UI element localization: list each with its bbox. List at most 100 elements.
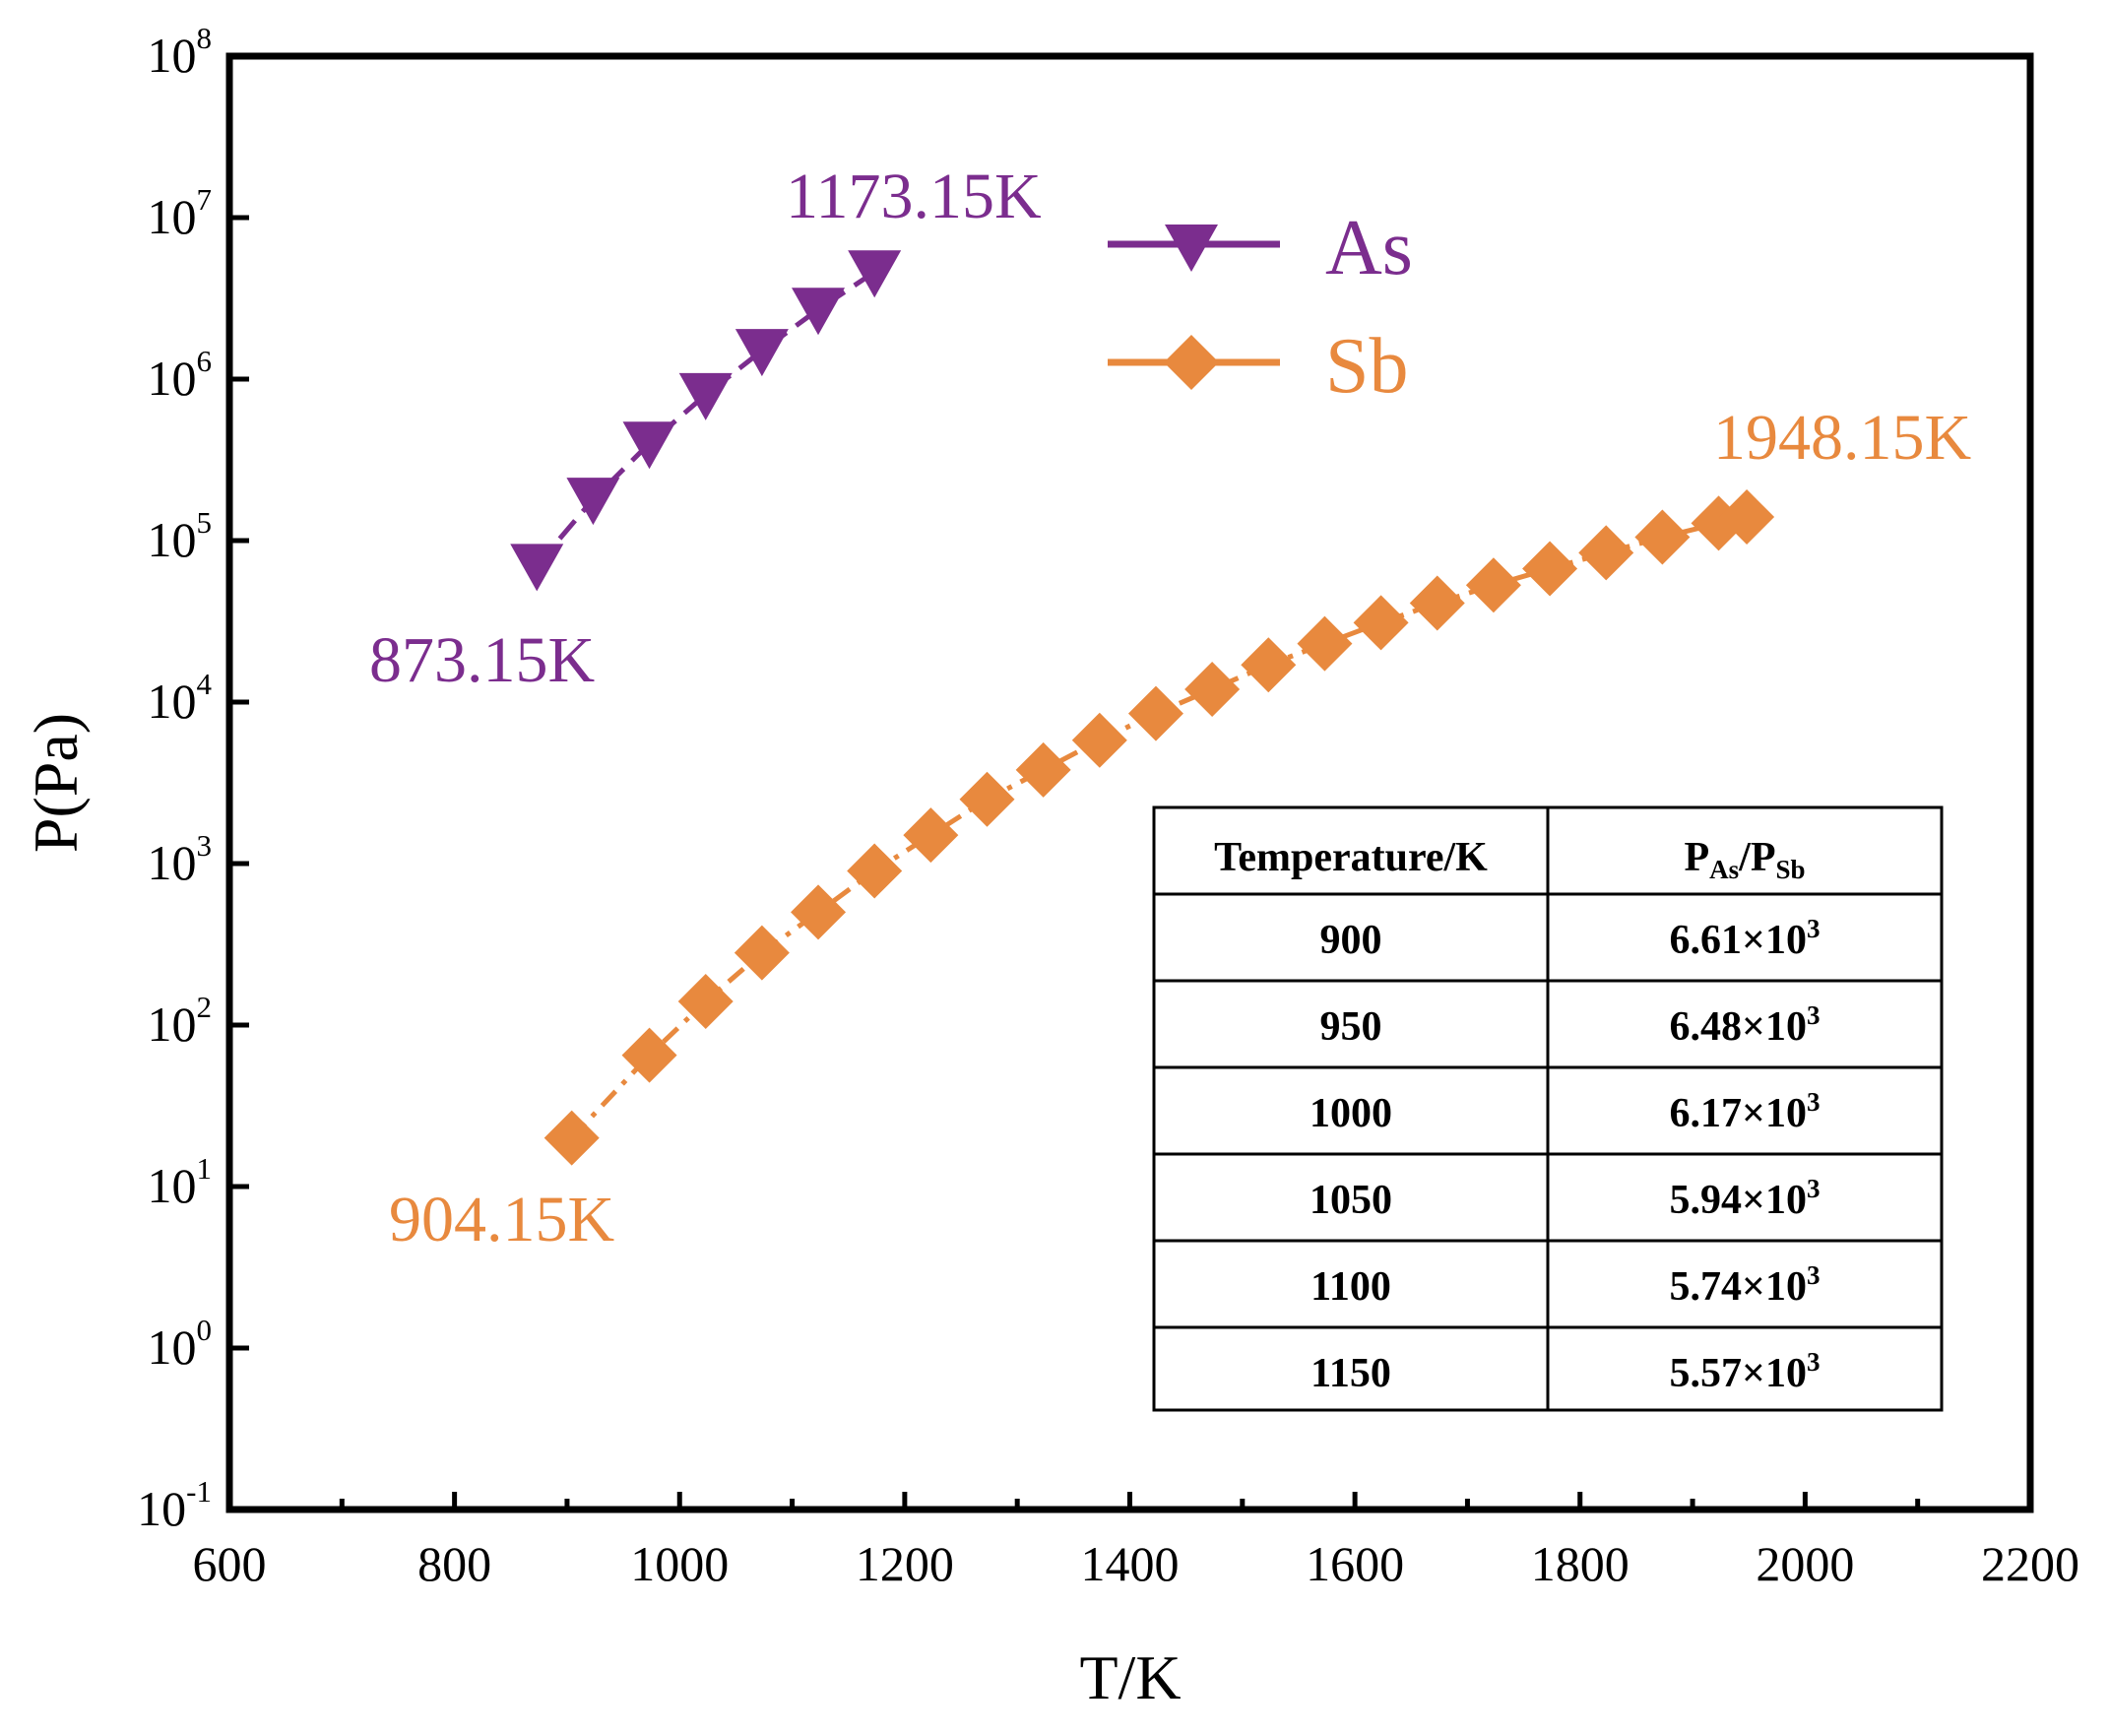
series-sb-point [1691,495,1747,551]
x-tick-label: 1600 [1306,1536,1404,1591]
y-tick-label: 100 [148,1313,213,1375]
table-cell-ratio: 5.57×103 [1670,1347,1821,1396]
x-tick-label: 1800 [1531,1536,1630,1591]
legend-sb-marker [1164,335,1219,390]
series-sb-point [1719,489,1775,546]
y-tick-base: 10 [148,674,197,729]
table-row: 950 6.48×103 [1320,1000,1821,1050]
y-tick-label: 102 [148,990,213,1052]
series-layer [510,250,1775,1166]
series-sb-point [1522,541,1578,597]
series-as-point [622,421,676,470]
y-tick-base: 10 [148,997,197,1052]
series-sb-point [1578,525,1634,581]
ratio-mantissa: 6.48×10 [1670,1004,1807,1050]
ratio-p2: P [1751,835,1776,880]
y-tick-exponent: 2 [197,990,213,1024]
x-tick-label: 800 [417,1536,491,1591]
y-tick-exponent: 8 [197,21,213,55]
series-sb-line [569,514,1748,1140]
x-tick-label: 1400 [1081,1536,1180,1591]
series-sb-point [1409,575,1465,631]
series-sb-point [1465,557,1521,613]
table-row: 900 6.61×103 [1320,914,1821,963]
legend-item-as: As [1108,205,1413,291]
series-sb-point [1634,509,1691,565]
table-cell-temperature: 900 [1320,918,1382,963]
series-sb-point [847,843,903,899]
y-tick-exponent: 3 [197,828,213,863]
ratio-slash: / [1738,835,1752,880]
table-cell-temperature: 1000 [1310,1091,1392,1136]
table-cell-ratio: 6.61×103 [1670,914,1821,963]
ratio-mantissa: 5.74×10 [1670,1264,1807,1310]
x-axis: 600 800 1000 1200 1400 1600 1800 2000 2200 [193,1492,2079,1591]
y-tick-base: 10 [148,351,197,406]
ratio-mantissa: 6.17×10 [1670,1091,1807,1136]
series-as-point [735,329,789,377]
x-tick-label: 1000 [630,1536,729,1591]
x-tick-label: 1200 [856,1536,954,1591]
ratio-sub-as: As [1709,855,1739,884]
y-tick-base: 10 [148,1158,197,1213]
series-sb-point [959,771,1015,827]
table-cell-temperature: 1050 [1310,1178,1392,1223]
ratio-exponent: 3 [1807,1260,1821,1290]
series-sb-point [621,1027,677,1083]
series-sb-point [677,974,734,1030]
table-row: 1100 5.74×103 [1310,1260,1820,1310]
y-tick-exponent: 7 [197,182,213,217]
annotation-sb-start: 904.15K [389,1184,614,1255]
y-tick-label: 101 [148,1151,213,1213]
ratio-mantissa: 6.61×10 [1670,918,1807,963]
table-cell-ratio: 5.74×103 [1670,1260,1821,1310]
table-row: 1050 5.94×103 [1310,1174,1820,1223]
ratio-mantissa: 5.94×10 [1670,1178,1807,1223]
ratio-sub-sb: Sb [1775,855,1805,884]
legend-as-label: As [1325,205,1413,291]
legend-item-sb: Sb [1108,323,1409,410]
y-tick-exponent: 1 [197,1151,213,1186]
y-tick-exponent: 4 [197,667,213,701]
table-cell-temperature: 1150 [1310,1351,1391,1396]
legend-as-marker [1165,225,1218,272]
y-tick-label: 10-1 [137,1474,212,1536]
legend: As Sb [1108,205,1413,410]
series-sb-point [1127,685,1183,741]
table-cell-temperature: 950 [1320,1004,1382,1050]
series-sb-point [543,1110,600,1166]
table-header-temperature: Temperature/K [1214,835,1488,880]
x-tick-label: 600 [193,1536,267,1591]
series-sb-point [903,807,959,864]
y-tick-base: 10 [137,1481,186,1536]
annotation-as-end: 1173.15K [786,161,1042,232]
y-tick-label: 104 [148,667,213,729]
series-sb-point [1184,662,1241,718]
y-axis-title: P(Pa) [21,713,91,853]
x-axis-title: T/K [1079,1642,1181,1712]
table-row: 1000 6.17×103 [1310,1087,1820,1136]
ratio-table: Temperature/K PAs/PSb 900 6.61×103 950 6… [1152,805,1944,1412]
y-tick-label: 108 [148,21,213,83]
series-as-point [678,372,733,420]
series-sb-point [1015,741,1071,798]
y-tick-label: 107 [148,182,213,244]
series-sb-point [1353,595,1409,651]
ratio-mantissa: 5.57×10 [1670,1351,1807,1396]
y-tick-base: 10 [148,28,197,83]
x-tick-label: 2000 [1756,1536,1854,1591]
y-tick-exponent: 6 [197,344,213,378]
series-as-point [566,478,620,526]
table-cell-ratio: 5.94×103 [1670,1174,1821,1223]
table-cell-ratio: 6.17×103 [1670,1087,1821,1136]
ratio-p1: P [1684,835,1709,880]
y-tick-exponent: 0 [197,1313,213,1347]
ratio-exponent: 3 [1807,1000,1821,1030]
table-cell-ratio: 6.48×103 [1670,1000,1821,1050]
y-tick-label: 105 [148,505,213,567]
series-sb-point [1297,615,1353,672]
annotation-sb-end: 1948.15K [1713,402,1971,474]
table-cell-temperature: 1100 [1310,1264,1391,1310]
series-sb-point [1071,712,1127,768]
